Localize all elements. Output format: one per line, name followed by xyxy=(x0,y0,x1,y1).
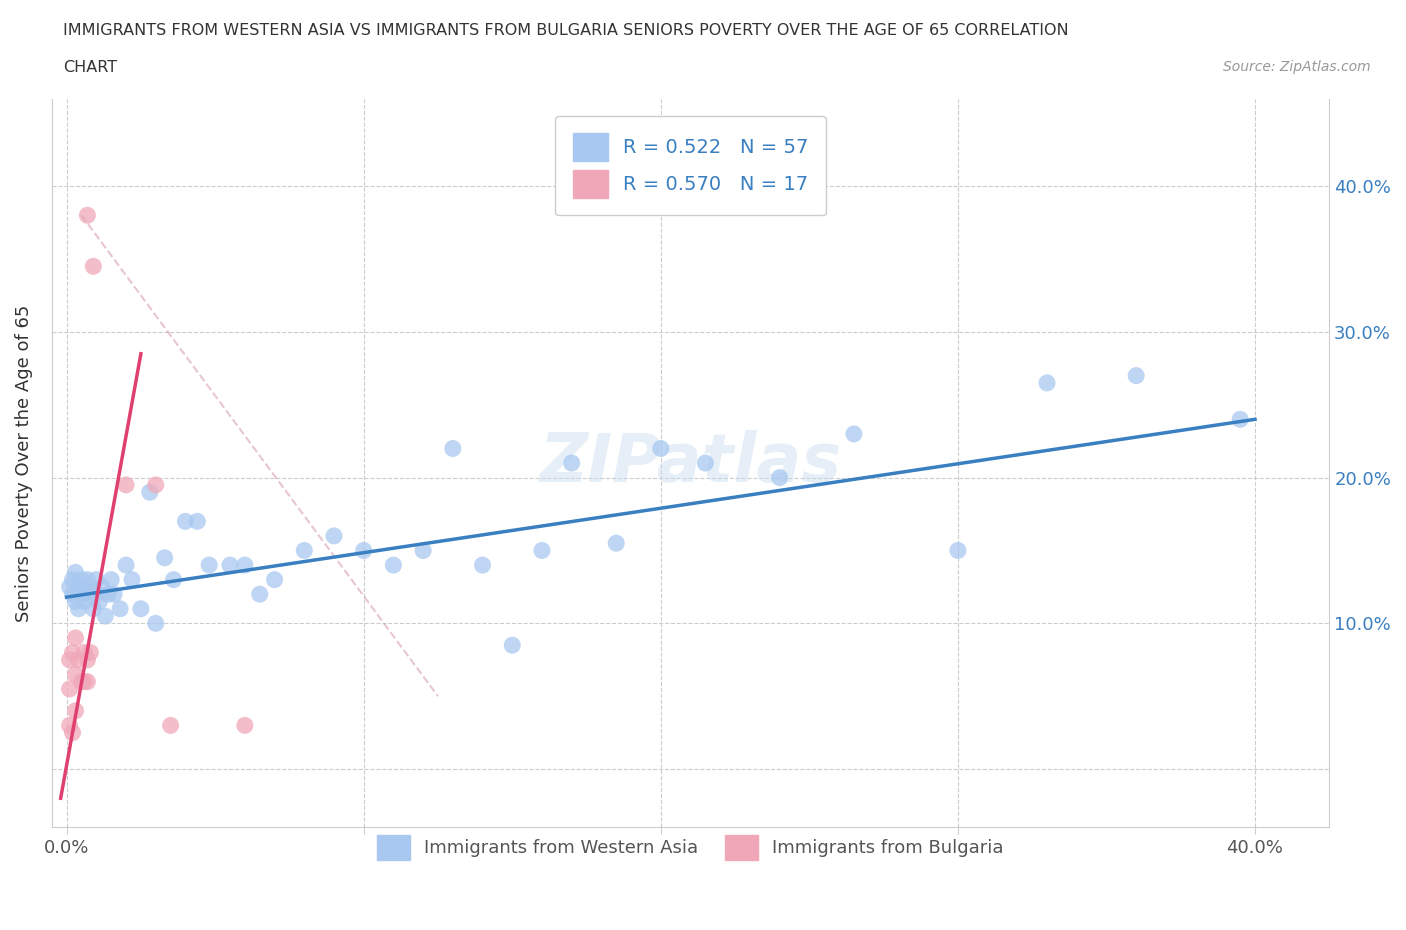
Point xyxy=(1229,412,1251,427)
Point xyxy=(501,638,523,653)
Point xyxy=(65,631,87,645)
Point xyxy=(695,456,717,471)
Point xyxy=(73,579,96,594)
Point xyxy=(842,427,865,442)
Point xyxy=(79,579,101,594)
Point xyxy=(292,543,315,558)
Point xyxy=(263,572,285,587)
Point xyxy=(174,514,197,529)
Point xyxy=(233,718,256,733)
Point xyxy=(561,456,583,471)
Point xyxy=(70,587,93,602)
Point xyxy=(86,587,108,602)
Point xyxy=(62,725,84,740)
Point xyxy=(139,485,162,499)
Point xyxy=(97,587,120,602)
Point xyxy=(94,608,117,623)
Point xyxy=(153,551,176,565)
Point xyxy=(186,514,208,529)
Point xyxy=(1125,368,1147,383)
Point xyxy=(382,558,405,573)
Point xyxy=(82,259,104,273)
Point xyxy=(145,477,167,492)
Point xyxy=(76,207,98,222)
Point xyxy=(86,572,108,587)
Point xyxy=(73,674,96,689)
Point xyxy=(946,543,969,558)
Point xyxy=(530,543,553,558)
Point xyxy=(471,558,494,573)
Point xyxy=(233,558,256,573)
Point xyxy=(67,579,90,594)
Point xyxy=(219,558,242,573)
Point xyxy=(605,536,627,551)
Point xyxy=(73,645,96,660)
Point xyxy=(76,587,98,602)
Point xyxy=(1036,376,1059,391)
Point xyxy=(58,579,80,594)
Point xyxy=(62,587,84,602)
Point xyxy=(73,594,96,609)
Point xyxy=(70,674,93,689)
Point xyxy=(323,528,346,543)
Point xyxy=(67,652,90,667)
Point xyxy=(76,572,98,587)
Legend: Immigrants from Western Asia, Immigrants from Bulgaria: Immigrants from Western Asia, Immigrants… xyxy=(368,826,1012,870)
Point xyxy=(145,616,167,631)
Point xyxy=(76,674,98,689)
Point xyxy=(769,471,792,485)
Point xyxy=(441,441,464,456)
Point xyxy=(65,703,87,718)
Text: CHART: CHART xyxy=(63,60,117,75)
Point xyxy=(58,718,80,733)
Point xyxy=(82,602,104,617)
Point xyxy=(65,594,87,609)
Point xyxy=(100,572,122,587)
Point xyxy=(129,602,152,617)
Point xyxy=(162,572,184,587)
Point xyxy=(58,682,80,697)
Point xyxy=(353,543,375,558)
Point xyxy=(108,602,131,617)
Point xyxy=(65,667,87,682)
Point xyxy=(62,645,84,660)
Text: Source: ZipAtlas.com: Source: ZipAtlas.com xyxy=(1223,60,1371,74)
Point xyxy=(62,572,84,587)
Point xyxy=(79,645,101,660)
Point xyxy=(70,572,93,587)
Point xyxy=(91,579,114,594)
Point xyxy=(115,558,138,573)
Point xyxy=(103,587,125,602)
Text: ZIPatlas: ZIPatlas xyxy=(540,430,842,496)
Point xyxy=(121,572,143,587)
Point xyxy=(115,477,138,492)
Point xyxy=(159,718,181,733)
Point xyxy=(67,602,90,617)
Point xyxy=(198,558,221,573)
Point xyxy=(412,543,434,558)
Point xyxy=(249,587,271,602)
Point xyxy=(89,594,111,609)
Point xyxy=(76,652,98,667)
Point xyxy=(650,441,672,456)
Point xyxy=(65,565,87,579)
Y-axis label: Seniors Poverty Over the Age of 65: Seniors Poverty Over the Age of 65 xyxy=(15,304,32,622)
Point xyxy=(58,652,80,667)
Text: IMMIGRANTS FROM WESTERN ASIA VS IMMIGRANTS FROM BULGARIA SENIORS POVERTY OVER TH: IMMIGRANTS FROM WESTERN ASIA VS IMMIGRAN… xyxy=(63,23,1069,38)
